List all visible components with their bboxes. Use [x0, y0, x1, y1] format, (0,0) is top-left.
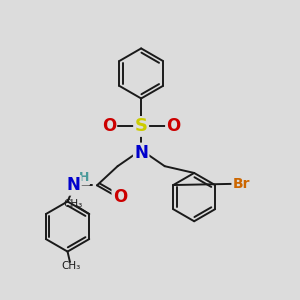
Text: N: N [67, 176, 80, 194]
Text: O: O [167, 117, 181, 135]
Text: O: O [102, 117, 116, 135]
Text: H: H [79, 172, 89, 184]
Text: Br: Br [232, 177, 250, 191]
Text: CH₃: CH₃ [63, 199, 83, 209]
Text: O: O [113, 188, 127, 206]
Text: S: S [135, 117, 148, 135]
Text: N: N [134, 144, 148, 162]
Text: CH₃: CH₃ [61, 261, 80, 271]
